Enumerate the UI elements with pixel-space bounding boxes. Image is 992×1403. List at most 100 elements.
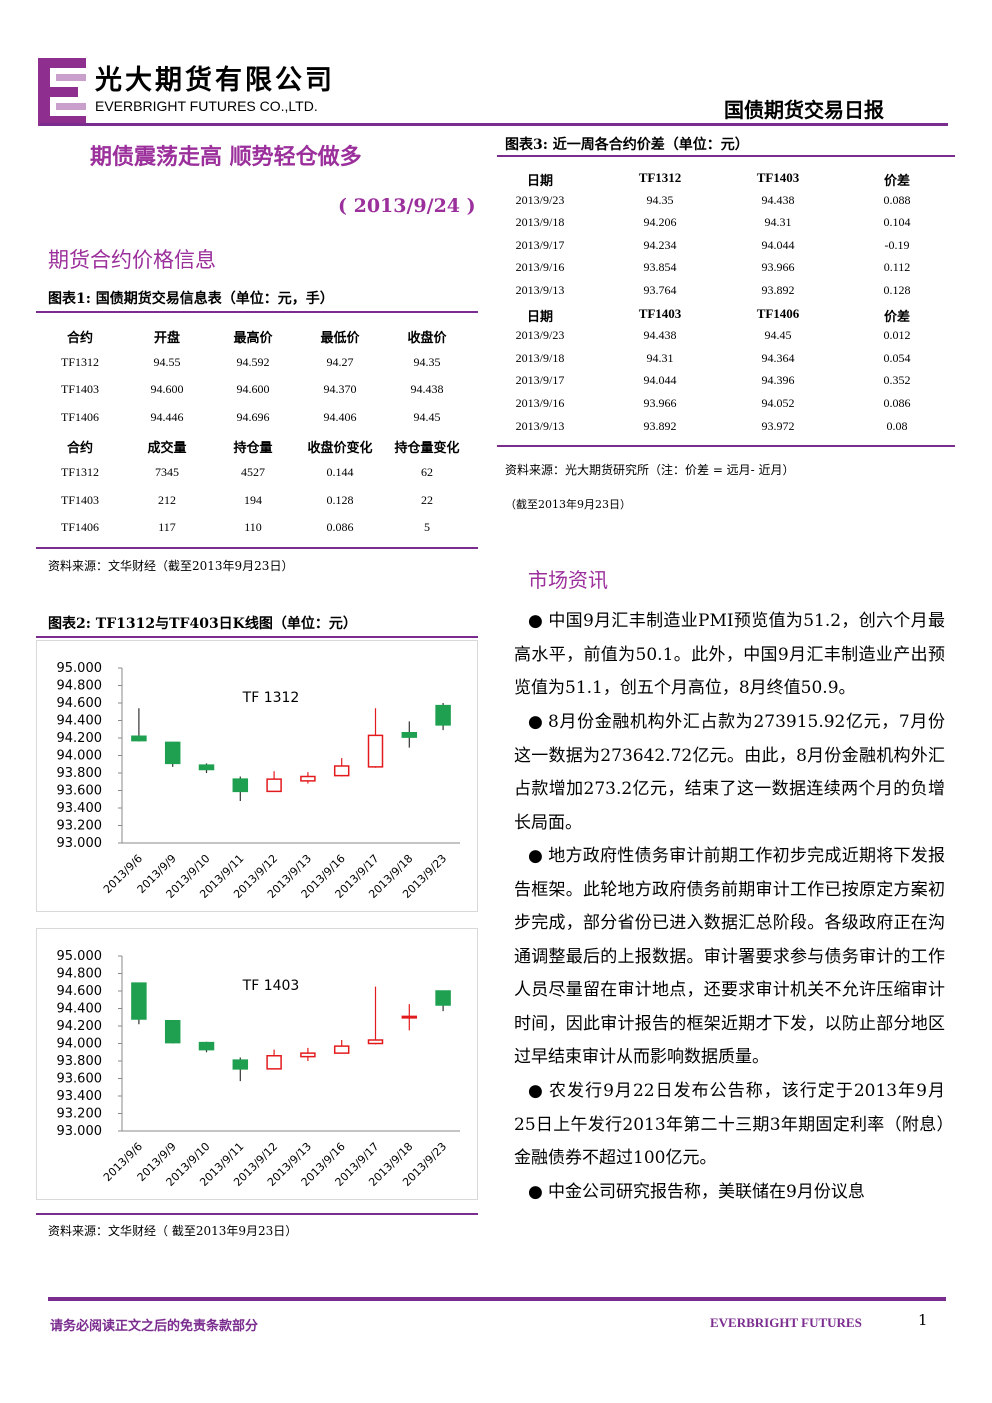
y-tick-label: 95.000 bbox=[57, 661, 103, 676]
y-tick-label: 95.000 bbox=[57, 949, 103, 964]
table-cell: 0.08 bbox=[886, 418, 908, 433]
table-cell: 94.206 bbox=[643, 215, 677, 230]
headline: 期债震荡走高 顺势轻仓做多 bbox=[90, 144, 362, 170]
table-cell: 5 bbox=[424, 520, 430, 535]
table-header-cell: 日期 bbox=[526, 173, 554, 188]
table-cell: 94.234 bbox=[643, 237, 677, 252]
table-cell: 7345 bbox=[155, 465, 179, 479]
table-header-cell: 收盘价 bbox=[407, 330, 447, 345]
candle-body bbox=[164, 741, 181, 765]
figure-rule bbox=[36, 636, 478, 638]
table-cell: 93.764 bbox=[643, 283, 677, 297]
y-tick-label: 94.000 bbox=[57, 749, 103, 764]
table-cell: 62 bbox=[421, 465, 433, 479]
y-tick-label: 94.200 bbox=[57, 731, 103, 746]
table-cell: 2013/9/16 bbox=[515, 260, 565, 275]
y-tick-label: 93.000 bbox=[57, 836, 103, 851]
news-item: ● 8月份金融机构外汇占款为273915.92亿元，7月份这一数据为273642.… bbox=[514, 706, 945, 840]
section-title: 期货合约价格信息 bbox=[48, 248, 216, 272]
table-cell: 2013/9/18 bbox=[515, 350, 565, 365]
section-title: 市场资讯 bbox=[528, 568, 608, 592]
table-cell: 2013/9/17 bbox=[515, 237, 565, 252]
y-tick-label: 93.000 bbox=[57, 1124, 103, 1139]
y-tick-label: 93.600 bbox=[57, 1072, 103, 1087]
y-tick-label: 93.400 bbox=[57, 1089, 103, 1104]
table-rule bbox=[497, 155, 955, 157]
table-cell: 94.406 bbox=[323, 409, 357, 424]
table-header-cell: 成交量 bbox=[147, 440, 187, 456]
candle-body bbox=[367, 734, 384, 768]
table-cell: 2013/9/13 bbox=[515, 418, 565, 433]
table-header-cell: 最高价 bbox=[233, 330, 273, 345]
table-cell: 94.45 bbox=[764, 328, 792, 343]
news-text: 8月份金融机构外汇占款为273915.92亿元，7月份这一数据为273642.7… bbox=[514, 712, 945, 833]
candle-body bbox=[300, 775, 316, 782]
y-tick-label: 93.600 bbox=[57, 784, 103, 799]
table-cell: 94.370 bbox=[323, 382, 357, 397]
table-cell: TF1312 bbox=[60, 354, 100, 369]
candle-body bbox=[198, 764, 215, 771]
candle-body bbox=[266, 1055, 282, 1070]
y-tick-label: 94.000 bbox=[57, 1037, 103, 1052]
table-header-cell: 价差 bbox=[883, 173, 911, 188]
y-tick-label: 94.800 bbox=[57, 679, 103, 694]
table-header-cell: 开盘 bbox=[153, 330, 181, 345]
y-tick-label: 93.800 bbox=[57, 1054, 103, 1069]
table-cell: 117 bbox=[158, 520, 176, 535]
table-cell: TF1403 bbox=[60, 382, 100, 397]
candle-body bbox=[198, 1041, 215, 1051]
table-cell: 2013/9/16 bbox=[515, 396, 565, 410]
y-tick-label: 93.400 bbox=[57, 801, 103, 816]
table-cell: 94.31 bbox=[646, 350, 674, 365]
news-item: ● 中金公司研究报告称，美联储在9月份议息 bbox=[514, 1176, 945, 1210]
candle-body bbox=[435, 990, 451, 1006]
table-cell: 94.364 bbox=[761, 350, 795, 365]
table-cell: 0.104 bbox=[883, 215, 911, 230]
table-header-cell: 最低价 bbox=[320, 330, 360, 345]
header-rule bbox=[40, 123, 948, 126]
footer-rule bbox=[48, 1297, 946, 1301]
table-cell: 22 bbox=[421, 492, 433, 507]
news-item: ● 地方政府性债务审计前期工作初步完成近期将下发报告框架。此轮地方政府债务前期审计… bbox=[514, 840, 945, 1075]
candle-body bbox=[333, 1045, 350, 1054]
y-tick-label: 94.600 bbox=[57, 696, 103, 711]
table-cell: 2013/9/23 bbox=[515, 192, 565, 207]
source-date: （截至2013年9月23日） bbox=[505, 498, 631, 511]
logo bbox=[38, 58, 86, 126]
disclaimer: 请务必阅读正文之后的免责条款部分 bbox=[50, 1319, 259, 1334]
table-cell: TF1403 bbox=[60, 492, 100, 507]
table-cell: 94.044 bbox=[761, 237, 795, 252]
table-header-cell: 价差 bbox=[883, 308, 911, 324]
table-cell: 94.592 bbox=[236, 354, 270, 369]
table-cell: 94.45 bbox=[413, 409, 441, 424]
table-cell: 0.352 bbox=[883, 373, 911, 388]
news-text: 地方政府性债务审计前期工作初步完成近期将下发报告框架。此轮地方政府债务前期审计工… bbox=[514, 846, 945, 1067]
table-cell: 0.144 bbox=[326, 465, 354, 479]
chart-frame bbox=[36, 640, 478, 912]
table-cell: 93.892 bbox=[761, 283, 795, 297]
table-header-cell: 合约 bbox=[66, 440, 94, 456]
news-item: ● 农发行9月22日发布公告称，该行定于2013年9月25日上午发行2013年第二… bbox=[514, 1075, 945, 1176]
table-cell: 94.438 bbox=[761, 192, 795, 207]
news-item: ● 中国9月汇丰制造业PMI预览值为51.2，创六个月最高水平，前值为50.1。此… bbox=[514, 605, 945, 706]
table-cell: 94.052 bbox=[761, 396, 795, 410]
table-cell: 0.054 bbox=[883, 350, 911, 365]
source-note: 资料来源：文华财经（截至2013年9月23日） bbox=[48, 559, 294, 573]
table-cell: 94.600 bbox=[150, 382, 184, 397]
table-cell: 2013/9/18 bbox=[515, 215, 565, 230]
table-cell: 94.35 bbox=[413, 354, 441, 369]
table-cell: 110 bbox=[244, 520, 262, 535]
candle-body bbox=[131, 735, 147, 742]
candle-body bbox=[367, 1039, 384, 1045]
table-cell: 94.31 bbox=[764, 215, 792, 230]
table-rule bbox=[36, 547, 478, 549]
table-cell: 2013/9/23 bbox=[515, 328, 565, 343]
table-cell: 4527 bbox=[241, 465, 265, 479]
candle-body bbox=[401, 1015, 418, 1019]
candle-body bbox=[164, 1020, 181, 1044]
news-text: 中金公司研究报告称，美联储在9月份议息 bbox=[548, 1182, 865, 1202]
table-cell: 93.966 bbox=[643, 396, 677, 410]
source-note: 资料来源：文华财经（ 截至2013年9月23日） bbox=[48, 1224, 298, 1238]
table-cell: 0.128 bbox=[883, 283, 911, 297]
